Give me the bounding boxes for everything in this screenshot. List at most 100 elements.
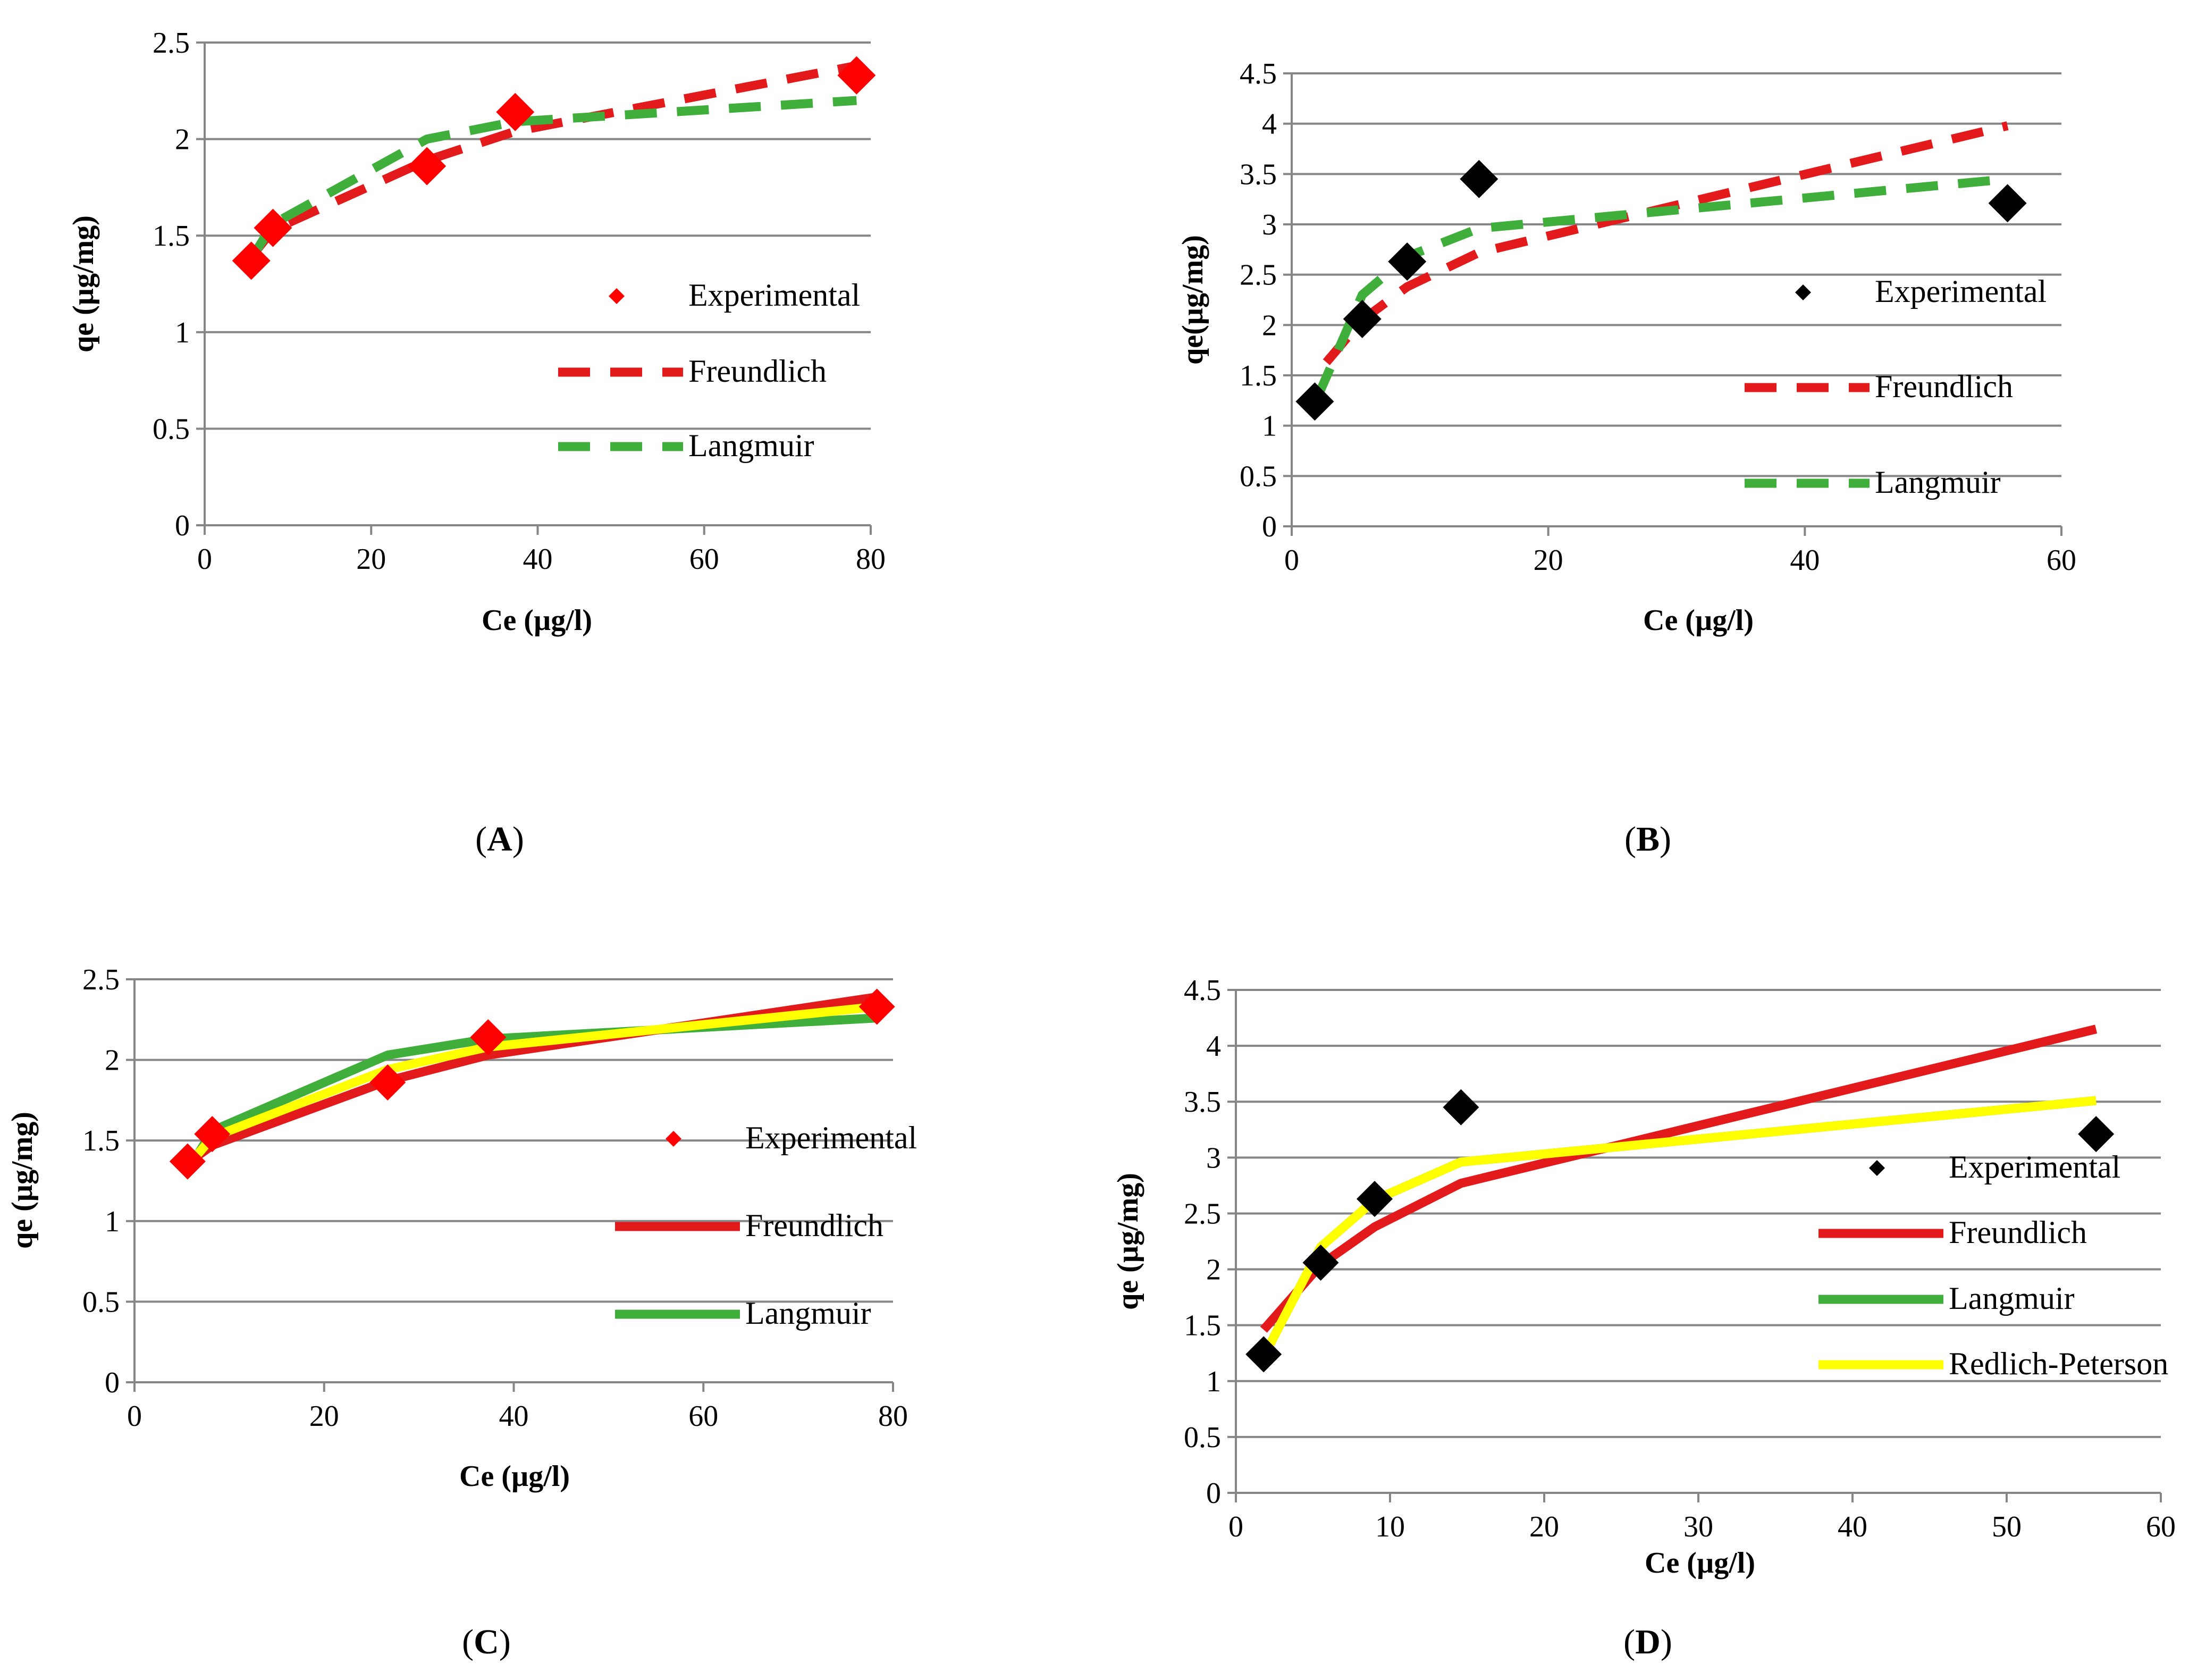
data-point-experimental — [1988, 184, 2027, 223]
x-tick-label: 40 — [1790, 544, 1820, 577]
data-point-experimental — [194, 1116, 231, 1153]
x-tick-label: 60 — [689, 543, 719, 576]
y-axis-title: qe(µg/mg) — [1176, 235, 1209, 365]
y-tick-label: 1 — [105, 1205, 120, 1238]
y-tick-label: 0.5 — [82, 1286, 120, 1318]
x-tick-label: 60 — [688, 1400, 718, 1433]
y-tick-label: 0.5 — [1240, 460, 1277, 493]
x-tick-label: 0 — [1228, 1510, 1243, 1543]
y-tick-label: 1 — [1262, 410, 1277, 443]
data-point-experimental — [2078, 1116, 2115, 1153]
y-tick-label: 1.5 — [1240, 359, 1277, 392]
legend-label-freundlich: Freundlich — [1949, 1215, 2087, 1250]
y-tick-label: 0 — [175, 509, 190, 542]
y-tick-label: 0.5 — [1184, 1421, 1221, 1454]
panel-label-a: (A) — [475, 820, 524, 859]
y-tick-label: 3 — [1262, 208, 1277, 241]
y-tick-label: 4 — [1262, 108, 1277, 141]
legend-marker-experimental — [666, 1131, 681, 1147]
y-axis-title: qe (µg/mg) — [6, 1112, 39, 1249]
data-point-experimental — [254, 208, 292, 247]
x-axis-title: Ce (µg/l) — [459, 1460, 570, 1493]
chart-b: 0 0.5 1 1.5 2 2.5 3 3.5 4 4.5 0 20 40 60 Ce (µg/l) qe(µ… — [1176, 57, 2076, 859]
legend-marker-experimental — [1869, 1160, 1885, 1176]
y-tick-label: 2 — [175, 123, 190, 156]
data-point-experimental — [169, 1143, 206, 1180]
legend-label-experimental: Experimental — [745, 1120, 917, 1155]
x-tick-label: 0 — [1284, 544, 1299, 577]
legend-label-freundlich: Freundlich — [688, 354, 827, 389]
x-tick-label: 0 — [197, 543, 212, 576]
data-point-experimental — [1245, 1336, 1282, 1373]
x-tick-label: 40 — [499, 1400, 529, 1433]
x-tick-label: 80 — [856, 543, 886, 576]
x-axis-title: Ce (µg/l) — [482, 604, 592, 637]
legend-marker-experimental — [1795, 284, 1811, 300]
data-point-experimental — [1443, 1089, 1479, 1125]
y-tick-label: 1.5 — [153, 220, 190, 253]
y-tick-label: 4 — [1206, 1030, 1221, 1063]
legend-label-experimental: Experimental — [1875, 274, 2047, 309]
x-tick-label: 50 — [1992, 1510, 2022, 1543]
legend-label-langmuir: Langmuir — [745, 1296, 871, 1331]
x-axis-title: Ce (µg/l) — [1645, 1547, 1755, 1580]
y-axis-title: qe (µg/mg) — [1112, 1173, 1144, 1310]
data-point-experimental — [1388, 242, 1427, 281]
data-point-experimental — [470, 1019, 507, 1056]
y-tick-label: 4.5 — [1240, 57, 1277, 90]
y-axis-title: qe (µg/mg) — [67, 215, 100, 352]
x-tick-label: 20 — [309, 1400, 339, 1433]
y-tick-label: 1 — [1206, 1365, 1221, 1398]
data-point-experimental — [837, 56, 876, 95]
x-tick-label: 0 — [127, 1400, 142, 1433]
panel-label-b: (B) — [1624, 820, 1671, 859]
series-line-freundlich — [248, 61, 858, 260]
chart-a: 0 0.5 1 1.5 2 2.5 0 20 40 60 80 Ce (µg/l) qe (µg/mg)… — [67, 27, 886, 859]
y-tick-label: 0 — [105, 1366, 120, 1399]
x-tick-label: 40 — [1838, 1510, 1867, 1543]
legend-marker-experimental — [609, 288, 625, 304]
y-tick-label: 0.5 — [153, 413, 190, 446]
data-point-experimental — [496, 93, 535, 131]
data-point-experimental — [1343, 299, 1382, 338]
series-line-freundlich — [1323, 121, 2009, 365]
data-point-experimental — [232, 241, 271, 280]
y-tick-label: 1.5 — [1184, 1309, 1221, 1342]
y-tick-label: 2.5 — [82, 963, 120, 996]
y-tick-label: 3 — [1206, 1141, 1221, 1174]
legend-label-langmuir: Langmuir — [1949, 1281, 2075, 1316]
chart-c: 0 0.5 1 1.5 2 2.5 0 20 40 60 80 Ce (µg/l) qe (µg/mg)… — [6, 963, 917, 1661]
data-point-experimental — [1357, 1181, 1393, 1217]
y-tick-label: 1 — [175, 316, 190, 349]
y-tick-label: 0 — [1262, 510, 1277, 543]
legend-label-freundlich: Freundlich — [1875, 369, 2013, 404]
y-tick-label: 2.5 — [153, 27, 190, 60]
y-tick-label: 2.5 — [1240, 259, 1277, 292]
y-tick-label: 2.5 — [1184, 1197, 1221, 1230]
panel-label-d: (D) — [1623, 1623, 1672, 1661]
chart-d: 0 0.5 1 1.5 2 2.5 3 3.5 4 4.5 0 10 20 30 40 50 60 Ce (µg/… — [1112, 974, 2176, 1661]
data-point-experimental — [408, 147, 447, 186]
y-tick-label: 3.5 — [1184, 1086, 1221, 1119]
y-tick-label: 2 — [105, 1044, 120, 1077]
x-tick-label: 80 — [878, 1400, 908, 1433]
data-point-experimental — [1295, 382, 1334, 421]
y-tick-label: 4.5 — [1184, 974, 1221, 1007]
data-point-experimental — [858, 988, 895, 1025]
legend-label-langmuir: Langmuir — [688, 428, 814, 463]
y-tick-label: 2 — [1262, 309, 1277, 342]
panel-label-c: (C) — [462, 1623, 511, 1661]
legend-label-langmuir: Langmuir — [1875, 465, 2001, 500]
x-axis-title: Ce (µg/l) — [1643, 604, 1754, 637]
x-tick-label: 10 — [1375, 1510, 1405, 1543]
data-point-experimental — [1460, 159, 1498, 198]
data-point-experimental — [369, 1064, 406, 1101]
x-tick-label: 20 — [356, 543, 386, 576]
y-tick-label: 0 — [1206, 1477, 1221, 1510]
y-tick-label: 3.5 — [1240, 158, 1277, 191]
x-tick-label: 20 — [1534, 544, 1563, 577]
y-tick-label: 1.5 — [82, 1124, 120, 1157]
x-tick-label: 20 — [1529, 1510, 1559, 1543]
x-tick-label: 40 — [523, 543, 553, 576]
